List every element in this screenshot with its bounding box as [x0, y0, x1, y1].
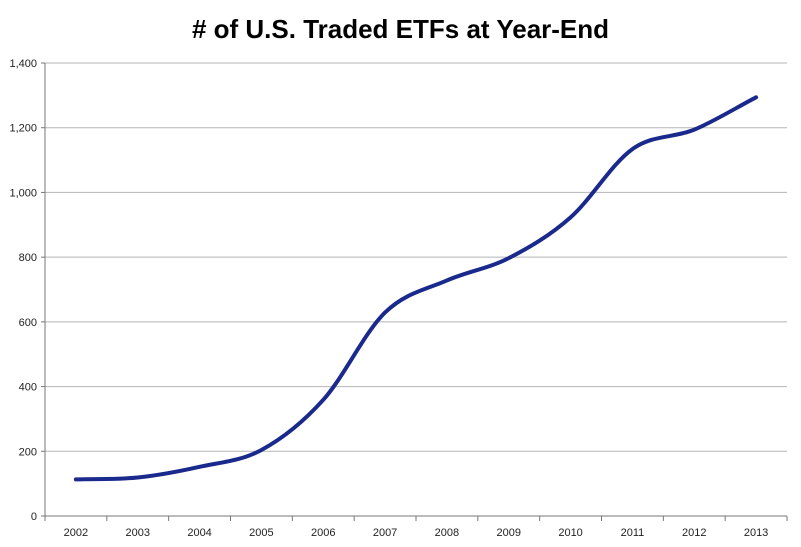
data-point	[446, 279, 448, 281]
data-point	[322, 399, 324, 401]
y-tick-label: 1,200	[9, 123, 37, 135]
x-tick-label: 2002	[64, 527, 88, 539]
axes	[41, 62, 788, 521]
x-tick-labels: 2002 2003 2004 2005 2006 2007 2008 2009 2010 2011…	[64, 527, 769, 539]
y-tick-labels: 0 200 400 600 800 1,000 1,200 1,400	[9, 58, 37, 523]
data-point	[693, 129, 695, 131]
x-tick-label: 2012	[682, 527, 706, 539]
data-point	[631, 148, 633, 150]
series-line	[73, 95, 759, 482]
x-tick-label: 2009	[497, 527, 521, 539]
y-tick-label: 600	[19, 317, 37, 329]
x-tick-label: 2008	[435, 527, 459, 539]
x-tick-label: 2011	[621, 527, 645, 539]
x-tick-label: 2010	[558, 527, 582, 539]
y-tick-label: 200	[19, 446, 37, 458]
y-tick-label: 1,000	[9, 187, 37, 199]
x-tick-label: 2003	[126, 527, 150, 539]
chart-title: # of U.S. Traded ETFs at Year-End	[191, 14, 610, 44]
data-point	[75, 478, 77, 480]
data-point	[755, 96, 757, 98]
data-point	[260, 449, 262, 451]
data-point	[570, 216, 572, 218]
y-tick-label: 400	[19, 382, 37, 394]
x-tick-label: 2004	[187, 527, 211, 539]
gridlines	[45, 62, 787, 452]
x-tick-label: 2006	[311, 527, 335, 539]
data-point	[508, 257, 510, 259]
y-tick-label: 0	[31, 511, 37, 523]
x-tick-label: 2005	[249, 527, 273, 539]
x-tick-label: 2007	[373, 527, 397, 539]
x-tick-label: 2013	[744, 527, 768, 539]
data-point	[199, 466, 201, 468]
y-tick-label: 1,400	[9, 58, 37, 70]
y-tick-label: 800	[19, 252, 37, 264]
data-point	[137, 476, 139, 478]
series-layer	[73, 95, 759, 482]
data-point	[384, 311, 386, 313]
